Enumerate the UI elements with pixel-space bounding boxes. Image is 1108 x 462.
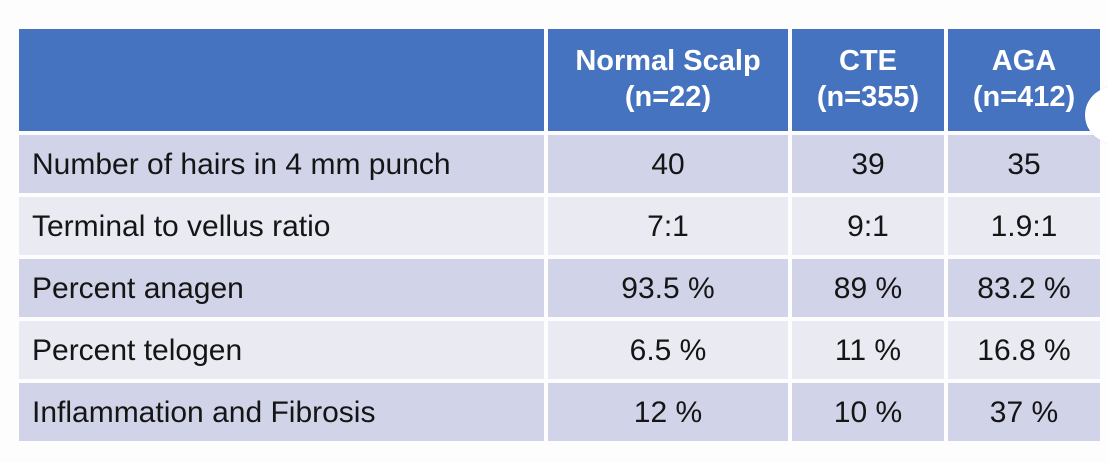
column-header-n: (n=22) [624, 81, 712, 113]
column-header-label: CTE [839, 45, 897, 78]
cell-value: 1.9:1 [948, 197, 1100, 255]
cell-value: 9:1 [792, 197, 944, 255]
cell-value: 12 % [548, 383, 788, 441]
row-label: Percent anagen [19, 259, 544, 317]
column-header-label: AGA [991, 45, 1057, 78]
cell-value: 93.5 % [548, 259, 788, 317]
cell-value: 83.2 % [948, 259, 1100, 317]
hair-counts-table: Normal Scalp (n=22) CTE (n=355) AGA (n=4… [19, 29, 1100, 441]
cell-value: 11 % [792, 321, 944, 379]
column-header-cte: CTE (n=355) [792, 29, 944, 131]
cell-value: 37 % [948, 383, 1100, 441]
row-label: Number of hairs in 4 mm punch [19, 135, 544, 193]
cell-value: 40 [548, 135, 788, 193]
cell-value: 16.8 % [948, 321, 1100, 379]
column-header-label: Normal Scalp [575, 45, 761, 78]
row-label: Percent telogen [19, 321, 544, 379]
cell-value: 6.5 % [548, 321, 788, 379]
cell-value: 7:1 [548, 197, 788, 255]
corner-header-cell [19, 29, 544, 131]
row-label: Inflammation and Fibrosis [19, 383, 544, 441]
column-header-normal-scalp: Normal Scalp (n=22) [548, 29, 788, 131]
cell-value: 35 [948, 135, 1100, 193]
row-label: Terminal to vellus ratio [19, 197, 544, 255]
cell-value: 39 [792, 135, 944, 193]
column-header-aga: AGA (n=412) [948, 29, 1100, 131]
column-header-n: (n=355) [816, 81, 920, 113]
white-circle-overlay [1085, 87, 1108, 143]
column-header-n: (n=412) [972, 81, 1076, 113]
cell-value: 89 % [792, 259, 944, 317]
cell-value: 10 % [792, 383, 944, 441]
